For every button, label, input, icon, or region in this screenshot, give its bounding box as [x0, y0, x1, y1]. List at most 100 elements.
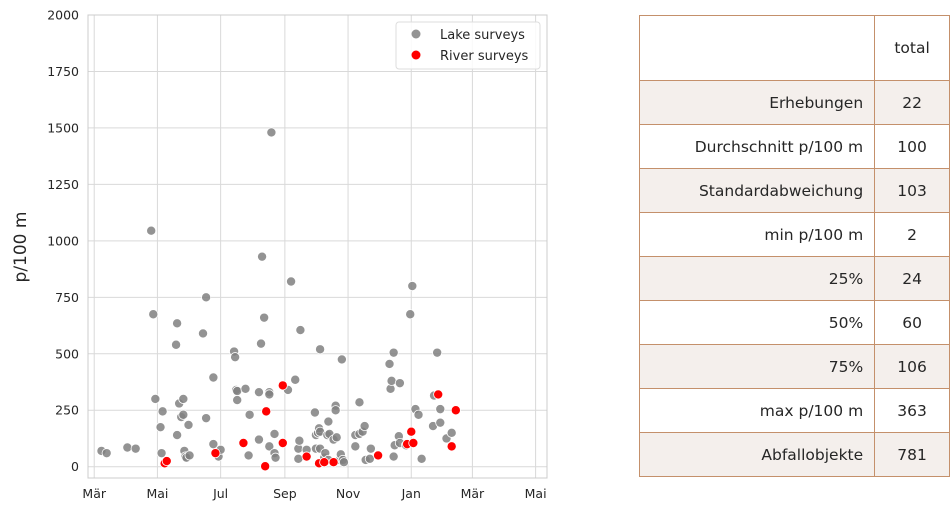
- data-points: [96, 127, 461, 472]
- lake-survey-point: [244, 409, 255, 420]
- legend-label-lake: Lake surveys: [440, 28, 525, 43]
- lake-survey-point: [354, 397, 365, 408]
- header-total-cell: total: [874, 15, 950, 81]
- x-tick-label: Jan: [401, 486, 421, 501]
- lake-survey-point: [336, 354, 347, 365]
- river-survey-point: [277, 437, 288, 448]
- y-tick-label: 750: [55, 290, 79, 305]
- x-tick-label: Sep: [273, 486, 297, 501]
- lake-survey-point: [150, 393, 161, 404]
- legend-label-river: River surveys: [440, 49, 529, 64]
- lake-survey-point: [183, 419, 194, 430]
- y-tick-label: 0: [71, 459, 79, 474]
- x-tick-label: Mär: [82, 486, 106, 501]
- lake-survey-point: [435, 417, 446, 428]
- river-survey-point: [161, 456, 172, 467]
- y-tick-label: 1750: [47, 64, 79, 79]
- table-row: Erhebungen 22: [638, 80, 950, 125]
- lake-survey-point: [101, 448, 112, 459]
- lake-survey-point: [388, 451, 399, 462]
- river-surveys-series: [159, 380, 461, 472]
- lake-survey-point: [330, 405, 341, 416]
- y-tick-label: 250: [55, 403, 79, 418]
- x-tick-label: Jul: [212, 486, 228, 501]
- y-tick-labels: 0 250 500 750 1000 1250 1500 1750 2000: [47, 8, 79, 475]
- table-header-row: total: [638, 15, 950, 81]
- lake-survey-point: [259, 312, 270, 323]
- lake-survey-point: [232, 395, 243, 406]
- legend: Lake surveys River surveys: [395, 21, 541, 70]
- plot-frame: [87, 14, 548, 479]
- row-value: 100: [874, 124, 950, 169]
- lake-survey-point: [157, 406, 168, 417]
- row-label: min p/100 m: [638, 212, 876, 257]
- lake-survey-point: [270, 452, 281, 463]
- river-survey-point: [261, 406, 272, 417]
- lake-survey-point: [338, 457, 349, 468]
- lake-survey-point: [286, 276, 297, 287]
- river-survey-point: [450, 405, 461, 416]
- table-row: max p/100 m 363: [638, 388, 950, 433]
- legend-marker-lake: [411, 29, 421, 39]
- row-label: Standardabweichung: [638, 168, 876, 213]
- lake-survey-point: [365, 443, 376, 454]
- river-survey-point: [373, 450, 384, 461]
- lake-survey-point: [416, 453, 427, 464]
- river-survey-point: [210, 448, 221, 459]
- lake-survey-point: [172, 318, 183, 329]
- lake-survey-point: [269, 428, 280, 439]
- row-value: 22: [874, 80, 950, 125]
- lake-survey-point: [184, 450, 195, 461]
- lake-survey-point: [432, 347, 443, 358]
- lake-survey-point: [240, 383, 251, 394]
- y-tick-label: 500: [55, 346, 79, 361]
- table-row: 75% 106: [638, 344, 950, 389]
- lake-survey-point: [243, 450, 254, 461]
- lake-survey-point: [290, 374, 301, 385]
- x-tick-label: Mai: [525, 486, 547, 501]
- river-survey-point: [319, 457, 330, 468]
- lake-survey-point: [201, 413, 212, 424]
- lake-survey-point: [413, 409, 424, 420]
- river-survey-point: [433, 389, 444, 400]
- x-tick-label: Mär: [461, 486, 485, 501]
- lake-survey-point: [446, 427, 457, 438]
- lake-survey-point: [148, 309, 159, 320]
- river-survey-point: [408, 437, 419, 448]
- row-value: 2: [874, 212, 950, 257]
- lake-survey-point: [435, 404, 446, 415]
- lake-survey-point: [146, 225, 157, 236]
- grid-lines: [88, 14, 547, 478]
- lake-survey-point: [171, 339, 182, 350]
- river-survey-point: [238, 437, 249, 448]
- table-row: 50% 60: [638, 300, 950, 345]
- lake-survey-point: [253, 434, 264, 445]
- table-row: 25% 24: [638, 256, 950, 301]
- x-tick-labels: Mär Mai Jul Sep Nov Jan Mär Mai: [82, 486, 546, 501]
- x-tick-label: Mai: [146, 486, 168, 501]
- table-row: Standardabweichung 103: [638, 168, 950, 213]
- row-label: Durchschnitt p/100 m: [638, 124, 876, 169]
- lake-survey-point: [122, 442, 133, 453]
- lake-survey-point: [323, 416, 334, 427]
- row-label: 25%: [638, 256, 876, 301]
- lake-survey-point: [256, 338, 267, 349]
- river-survey-point: [446, 441, 457, 452]
- y-tick-label: 1500: [47, 120, 79, 135]
- lake-survey-point: [178, 409, 189, 420]
- lake-survey-point: [331, 432, 342, 443]
- lake-survey-point: [359, 421, 370, 432]
- lake-survey-point: [384, 358, 395, 369]
- lake-survey-point: [253, 387, 264, 398]
- lake-survey-point: [295, 325, 306, 336]
- lake-survey-point: [386, 375, 397, 386]
- y-tick-label: 1000: [47, 233, 79, 248]
- river-survey-point: [301, 451, 312, 462]
- lake-survey-point: [266, 127, 277, 138]
- lake-survey-point: [309, 407, 320, 418]
- lake-survey-point: [388, 347, 399, 358]
- row-value: 24: [874, 256, 950, 301]
- lake-survey-point: [130, 443, 141, 454]
- lake-survey-point: [172, 430, 183, 441]
